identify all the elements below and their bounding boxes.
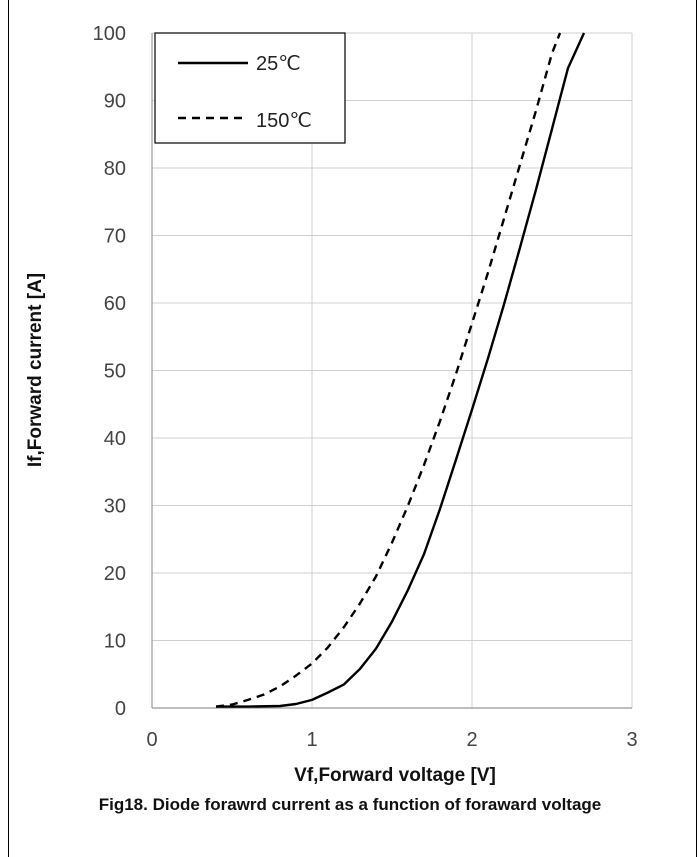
- figure-frame: [8, 0, 697, 857]
- y-tick-label: 50: [104, 361, 126, 383]
- x-tick-label: 3: [626, 729, 637, 751]
- y-tick-label: 80: [104, 158, 126, 180]
- legend-label-25c: 25℃: [256, 53, 301, 75]
- axes: [151, 33, 632, 709]
- y-tick-label: 70: [104, 226, 126, 248]
- figure-caption: Fig18. Diode forawrd current as a functi…: [98, 795, 602, 814]
- y-tick-label: 90: [104, 91, 126, 113]
- x-tick-label: 1: [306, 729, 317, 751]
- x-axis-label: Vf,Forward voltage [V]: [294, 765, 496, 786]
- y-tick-label: 100: [93, 23, 126, 45]
- legend-label-150c: 150℃: [256, 110, 312, 132]
- series-line-150c: [215, 32, 562, 708]
- legend-box: [154, 32, 346, 144]
- x-tick-label: 0: [146, 729, 157, 751]
- y-tick-label: 0: [115, 698, 126, 720]
- y-tick-label: 60: [104, 293, 126, 315]
- y-tick-label: 10: [104, 631, 126, 653]
- y-axis-label: If,Forward current [A]: [25, 273, 46, 467]
- legend: 25℃ 150℃: [154, 32, 346, 144]
- y-tick-label: 30: [104, 496, 126, 518]
- y-tick-label: 20: [104, 563, 126, 585]
- series: [215, 32, 586, 708]
- x-tick-label: 2: [466, 729, 477, 751]
- chart: 0 10 20 30 40 50 60 70 80 90 100 0 1 2 3 25℃ 150℃ Vf,F…: [25, 23, 638, 786]
- series-line-25c: [216, 32, 586, 708]
- tick-labels: 0 10 20 30 40 50 60 70 80 90 100 0 1 2 3: [93, 23, 638, 751]
- y-tick-label: 40: [104, 428, 126, 450]
